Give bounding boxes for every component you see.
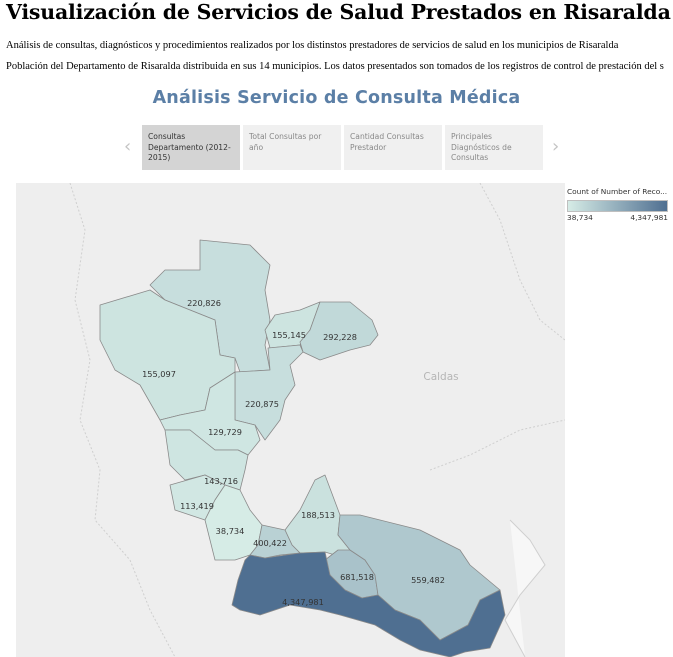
neighbor-boundary	[479, 183, 565, 341]
region-label: 681,518	[340, 572, 374, 582]
tab-total-consultas-anio[interactable]: Total Consultas por año	[243, 125, 341, 170]
legend-min-label: 38,734	[567, 213, 593, 222]
neighbor-label-caldas: Caldas	[423, 371, 458, 383]
tab-principales-diagnosticos[interactable]: Principales Diagnósticos de Consultas	[445, 125, 543, 170]
region-label: 559,482	[411, 575, 445, 585]
legend-max-label: 4,347,981	[630, 213, 668, 222]
region-label: 143,716	[204, 476, 238, 486]
map-canvas[interactable]: Caldas 220,826 155,097 155,145 292,228 2…	[16, 183, 565, 657]
region-label: 155,145	[272, 330, 306, 340]
tab-consultas-departamento[interactable]: Consultas Departamento (2012-2015)	[142, 125, 240, 170]
region-label: 155,097	[142, 369, 176, 379]
section-title: Análisis Servicio de Consulta Médica	[152, 88, 521, 108]
region-4347981[interactable]	[231, 551, 506, 657]
region-label: 188,513	[301, 510, 335, 520]
region-label: 38,734	[216, 526, 245, 536]
region-292228[interactable]	[299, 301, 379, 361]
region-label: 400,422	[253, 538, 287, 548]
page-description: Análisis de consultas, diagnósticos y pr…	[6, 40, 619, 51]
region-label: 220,875	[245, 399, 279, 409]
neighbor-boundary	[429, 419, 565, 471]
color-legend: Count of Number of Reco... 38,734 4,347,…	[567, 187, 671, 222]
region-143716[interactable]	[164, 429, 249, 491]
page-description-population: Población del Departamento de Risaralda …	[6, 61, 664, 72]
neighbor-region	[504, 519, 546, 657]
chevron-left-icon[interactable]: ‹	[124, 136, 132, 157]
region-label: 113,419	[180, 501, 214, 511]
region-value-labels: 220,826 155,097 155,145 292,228 220,875 …	[142, 298, 445, 607]
chevron-right-icon[interactable]: ›	[552, 136, 560, 157]
choropleth-map[interactable]: Caldas 220,826 155,097 155,145 292,228 2…	[16, 183, 565, 657]
region-label: 292,228	[323, 332, 357, 342]
tab-cantidad-consultas-prestador[interactable]: Cantidad Consultas Prestador	[344, 125, 442, 170]
page-title: Visualización de Servicios de Salud Pres…	[6, 0, 671, 24]
region-label: 4,347,981	[282, 597, 324, 607]
neighbor-boundary	[69, 183, 176, 657]
region-label: 129,729	[208, 427, 242, 437]
region-label: 220,826	[187, 298, 221, 308]
legend-title: Count of Number of Reco...	[567, 187, 668, 196]
story-tabs: Consultas Departamento (2012-2015) Total…	[142, 125, 546, 170]
legend-gradient-bar	[567, 200, 668, 212]
